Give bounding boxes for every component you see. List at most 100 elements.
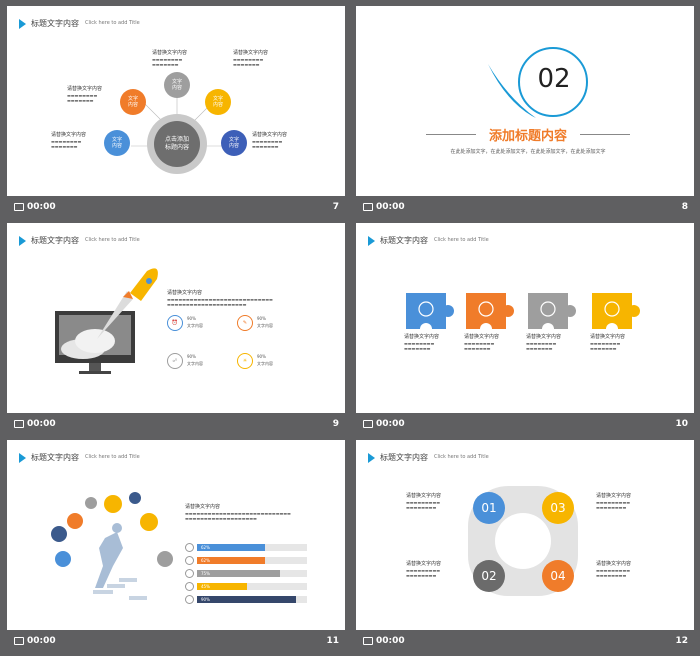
node-yellow: 文字 内容: [205, 89, 231, 115]
timer-value: 00:00: [27, 636, 56, 646]
slide-number: 10: [675, 419, 688, 429]
text-block: 请替换文字内容 ▬▬▬▬▬▬▬▬ ▬▬▬▬▬▬▬: [526, 334, 578, 352]
text-block-title: 请替换文字内容: [406, 493, 442, 499]
progress-track: 90%: [197, 596, 307, 603]
slide-thumb-11[interactable]: 标题文字内容 Click here to add Title 请替换文字内容 ▬▬…: [7, 440, 345, 656]
text-block: 请替换文字内容 ▬▬▬▬▬▬▬▬ ▬▬▬▬▬▬▬: [404, 335, 456, 352]
progress-label: 45%: [201, 584, 210, 589]
stat-label: 文字内容: [257, 361, 273, 366]
slide-number: 7: [332, 202, 339, 212]
slide-subtitle: Click here to add Title: [85, 454, 140, 460]
progress-fill: 75%: [197, 570, 280, 577]
slide-title: 标题文字内容: [380, 453, 428, 462]
progress-row-icon: [185, 582, 194, 591]
text-block-title: 请替换文字内容: [67, 86, 103, 92]
slide-thumb-7[interactable]: 标题文字内容 Click here to add Title 点击添加 标题内容…: [7, 6, 345, 222]
progress-track: 62%: [197, 557, 307, 564]
progress-row-icon: [185, 556, 194, 565]
stat-label: 文字内容: [187, 323, 203, 328]
node-orange: 文字 内容: [120, 89, 146, 115]
section-graphic: [488, 47, 588, 118]
timer-icon: [14, 419, 24, 428]
timer-icon: [363, 419, 373, 428]
timer-value: 00:00: [376, 202, 405, 212]
stat-pct: 90%: [257, 354, 266, 359]
monitor-rocket-illustration: [55, 268, 158, 374]
text-block: 请替换文字内容 ▬▬▬▬▬▬▬▬ ▬▬▬▬▬▬▬: [51, 132, 101, 150]
slide-number: 12: [675, 636, 688, 646]
slide-subtitle: Click here to add Title: [434, 237, 489, 243]
text-block: 请替换文字内容 ▬▬▬▬▬▬▬▬▬ ▬▬▬▬▬▬▬▬: [596, 561, 656, 579]
progress-fill: 62%: [197, 544, 266, 551]
timer: 00:00: [363, 202, 405, 212]
node-navy: 文字 内容: [221, 130, 247, 156]
text-block-title: 请替换文字内容: [590, 334, 626, 340]
progress-label: 75%: [201, 571, 210, 576]
title-marker-icon: [19, 236, 26, 246]
timer-icon: [363, 202, 373, 211]
node-gray: 文字 内容: [164, 72, 190, 98]
timer-icon: [14, 636, 24, 645]
petal-04: 04: [542, 560, 574, 592]
timer: 00:00: [14, 419, 56, 429]
timer: 00:00: [363, 419, 405, 429]
slide-title: 标题文字内容: [31, 236, 79, 245]
text-block: 请替换文字内容 ▬▬▬▬▬▬▬▬▬ ▬▬▬▬▬▬▬▬: [406, 561, 466, 579]
petal-01: 01: [473, 492, 505, 524]
stat-icon-orange: ✎: [237, 315, 253, 331]
stat-pct: 90%: [257, 316, 266, 321]
progress-track: 75%: [197, 570, 307, 577]
title-marker-icon: [19, 19, 26, 29]
slide-subtitle: Click here to add Title: [85, 20, 140, 26]
text-block: 请替换文字内容 ▬▬▬▬▬▬▬▬▬ ▬▬▬▬▬▬▬▬: [596, 493, 656, 511]
progress-fill: 45%: [197, 583, 247, 590]
slide-footer: 00:00 10: [356, 413, 694, 439]
text-block-title: 请替换文字内容: [596, 561, 632, 567]
timer-value: 00:00: [376, 419, 405, 429]
stat-pct: 90%: [187, 316, 196, 321]
slide-title: 标题文字内容: [380, 236, 428, 245]
petal-graphic: [468, 486, 578, 596]
slide-title: 标题文字内容: [31, 19, 79, 28]
puzzle-graphic: [406, 293, 640, 335]
climber-illustration: [51, 492, 173, 600]
text-block: 请替换文字内容 ▬▬▬▬▬▬▬▬▬ ▬▬▬▬▬▬▬▬: [406, 493, 466, 511]
slide-thumb-9[interactable]: 标题文字内容 Click here to add Title 请替换文字内容 ▬▬…: [7, 223, 345, 439]
text-block-title: 请替换文字内容: [406, 561, 442, 567]
slide-footer: 00:00 7: [7, 196, 345, 222]
slide-thumb-12[interactable]: 标题文字内容 Click here to add Title 01 03 02 …: [356, 440, 694, 656]
text-block-title: 请替换文字内容: [526, 334, 562, 340]
progress-fill: 62%: [197, 557, 266, 564]
slide-number: 9: [332, 419, 339, 429]
title-marker-icon: [19, 453, 26, 463]
progress-row-icon: [185, 569, 194, 578]
slide-thumb-8[interactable]: 02 添加标题内容 在此处添加文字，在此处添加文字，在此处添加文字，在此处添加文…: [356, 6, 694, 222]
timer: 00:00: [14, 202, 56, 212]
text-block: 请替换文字内容 ▬▬▬▬▬▬▬▬ ▬▬▬▬▬▬▬: [252, 132, 302, 150]
slide-number: 8: [681, 202, 688, 212]
progress-track: 62%: [197, 544, 307, 551]
stat-label: 文字内容: [187, 361, 203, 366]
text-block-title: 请替换文字内容: [252, 132, 288, 138]
text-block-title: 请替换文字内容: [596, 493, 632, 499]
slide-thumb-10[interactable]: 标题文字内容 Click here to add Title 请替换文字内容 ▬▬…: [356, 223, 694, 439]
text-block: 请替换文字内容 ▬▬▬▬▬▬▬▬▬▬▬▬▬▬▬▬▬▬▬▬▬▬▬▬▬▬▬▬ ▬▬▬▬▬…: [185, 505, 317, 522]
slide-footer: 00:00 9: [7, 413, 345, 439]
timer-value: 00:00: [376, 636, 405, 646]
section-title: 添加标题内容: [488, 129, 567, 144]
slide-title: 标题文字内容: [31, 453, 79, 462]
stat-pct: 90%: [187, 354, 196, 359]
slide-footer: 00:00 12: [356, 630, 694, 656]
text-block-title: 请替换文字内容: [167, 290, 203, 296]
text-block-title: 请替换文字内容: [51, 132, 87, 138]
slide-subtitle: Click here to add Title: [85, 237, 140, 243]
progress-label: 62%: [201, 545, 210, 550]
timer-value: 00:00: [27, 202, 56, 212]
slide-footer: 00:00 11: [7, 630, 345, 656]
progress-fill: 90%: [197, 596, 296, 603]
petal-02: 02: [473, 560, 505, 592]
stat-icon-gray: ☍: [167, 353, 183, 369]
text-block: 请替换文字内容 ▬▬▬▬▬▬▬▬ ▬▬▬▬▬▬▬: [464, 335, 516, 352]
timer-icon: [14, 202, 24, 211]
text-block: 请替换文字内容 ▬▬▬▬▬▬▬▬▬▬▬▬▬▬▬▬▬▬▬▬▬▬▬▬▬▬▬▬ ▬▬▬▬▬…: [167, 290, 297, 308]
